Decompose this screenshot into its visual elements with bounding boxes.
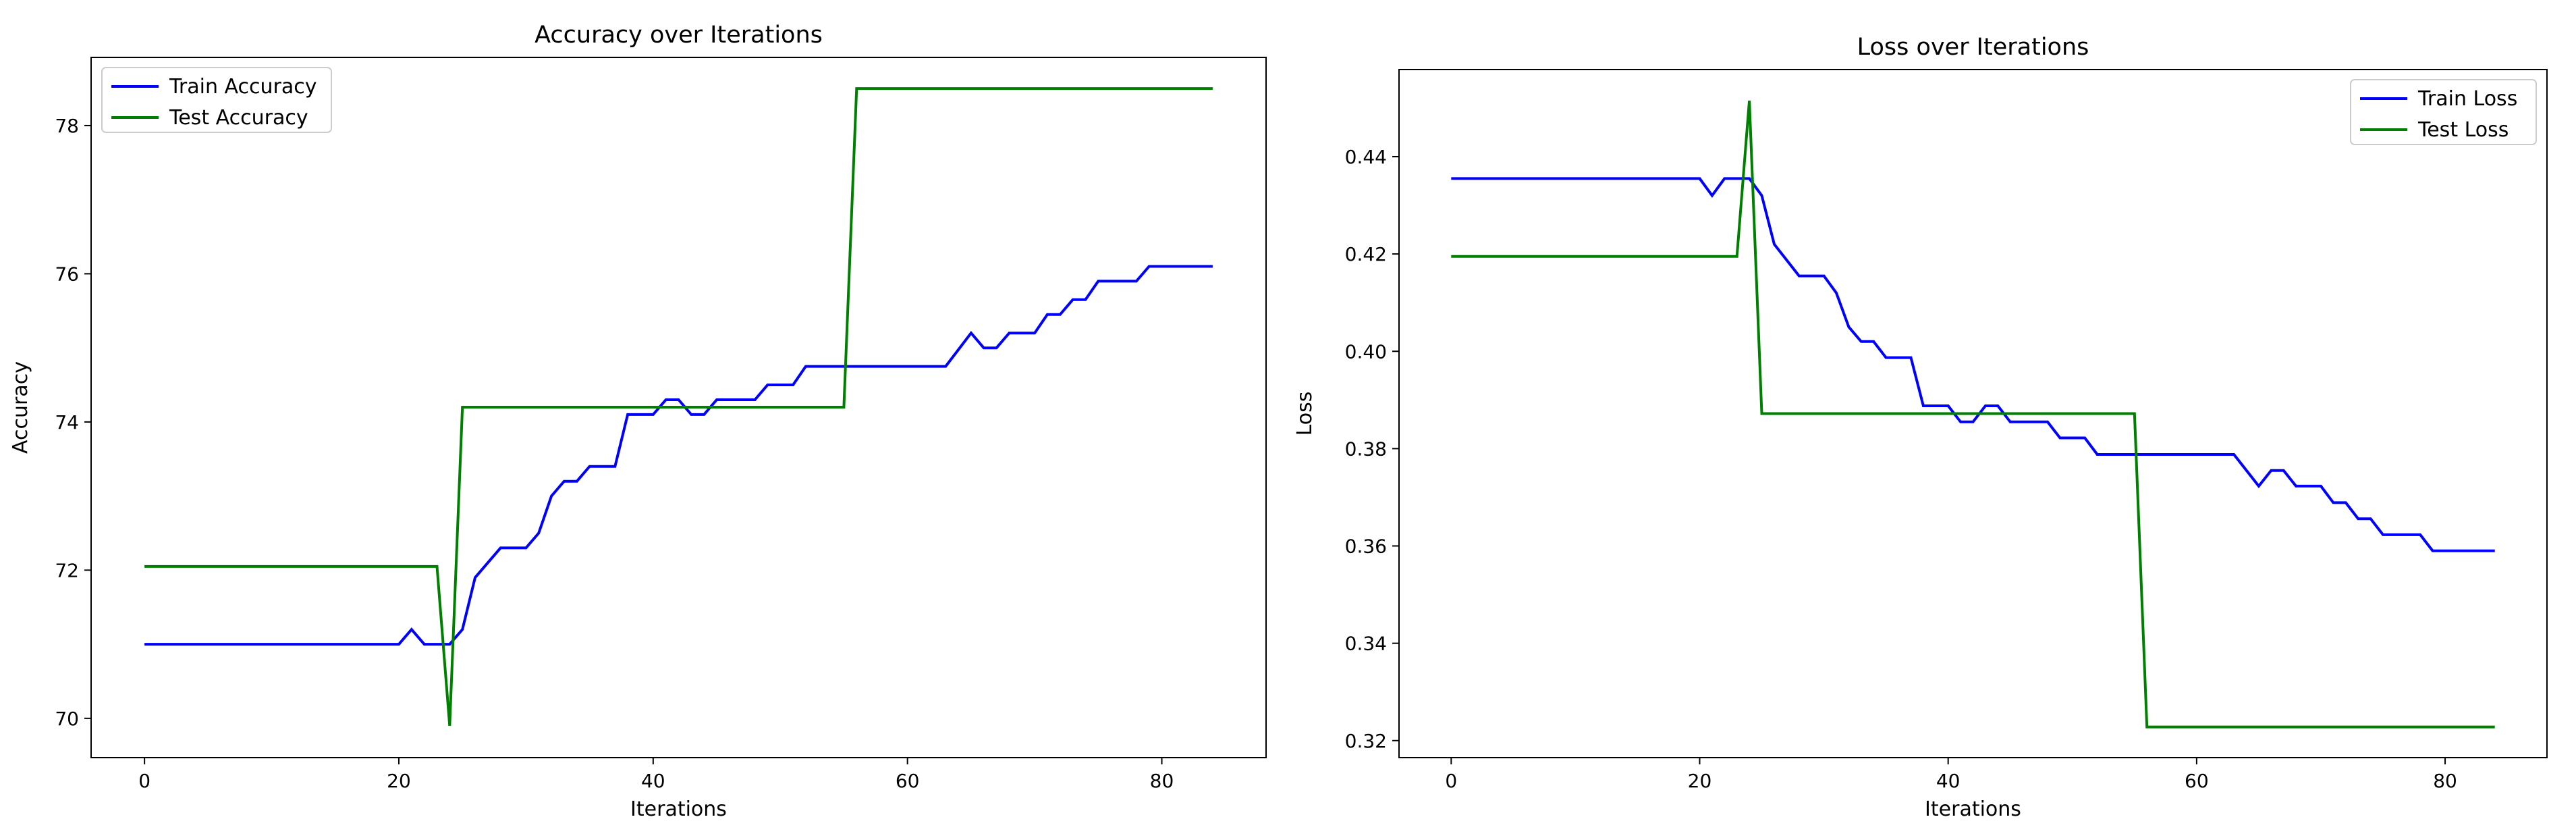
series-line-1: [144, 265, 1213, 646]
y-tick-label: 0.44: [1345, 146, 1387, 168]
y-tick-label: 78: [55, 115, 79, 137]
x-tick-label: 0: [138, 770, 150, 792]
x-axis-label: Iterations: [1925, 797, 2021, 821]
series-line-1: [1451, 177, 2495, 552]
legend-label: Test Accuracy: [169, 106, 308, 130]
plot-frame: [1398, 69, 2548, 758]
legend-label: Test Loss: [2417, 118, 2509, 142]
x-tick-label: 20: [387, 770, 411, 792]
y-tick-label: 0.38: [1345, 438, 1387, 460]
x-tick-label: 0: [1445, 770, 1457, 792]
legend-box: [101, 67, 332, 133]
series-line-2: [144, 87, 1213, 726]
x-tick-label: 80: [1150, 770, 1174, 792]
legend: Train Accuracy Test Accuracy: [101, 67, 332, 133]
x-axis-label: Iterations: [630, 797, 727, 821]
y-tick-label: 0.36: [1345, 535, 1387, 558]
chart-2: Loss over Iterations 0 20 40 60 80 0.32 0.34 0.3…: [1293, 34, 2548, 821]
y-tick-label: 70: [55, 708, 79, 730]
y-axis-label: Accuracy: [9, 361, 32, 454]
x-tick-label: 60: [896, 770, 920, 792]
y-tick-label: 0.42: [1345, 243, 1387, 265]
plot-frame: [90, 57, 1267, 758]
x-tick-label: 40: [1936, 770, 1961, 792]
y-tick-label: 0.34: [1345, 633, 1387, 655]
legend: Train Loss Test Loss: [2350, 79, 2537, 145]
legend-label: Train Accuracy: [169, 75, 317, 99]
y-tick-label: 72: [55, 559, 79, 581]
y-tick-label: 74: [55, 411, 79, 434]
chart-1: Accuracy over Iterations 0 20 40 60 80 70 72 74 7…: [9, 22, 1267, 821]
x-tick-label: 80: [2433, 770, 2457, 792]
y-tick-label: 0.40: [1345, 340, 1387, 363]
x-tick-label: 20: [1688, 770, 1712, 792]
series-line-2: [1451, 100, 2495, 729]
y-axis-label: Loss: [1293, 392, 1317, 436]
y-tick-label: 0.32: [1345, 730, 1387, 752]
legend-label: Train Loss: [2417, 87, 2517, 111]
chart-title: Loss over Iterations: [1857, 34, 2089, 61]
x-tick-label: 40: [641, 770, 665, 792]
chart-title: Accuracy over Iterations: [535, 22, 823, 49]
x-tick-label: 60: [2185, 770, 2209, 792]
y-tick-label: 76: [55, 263, 79, 285]
